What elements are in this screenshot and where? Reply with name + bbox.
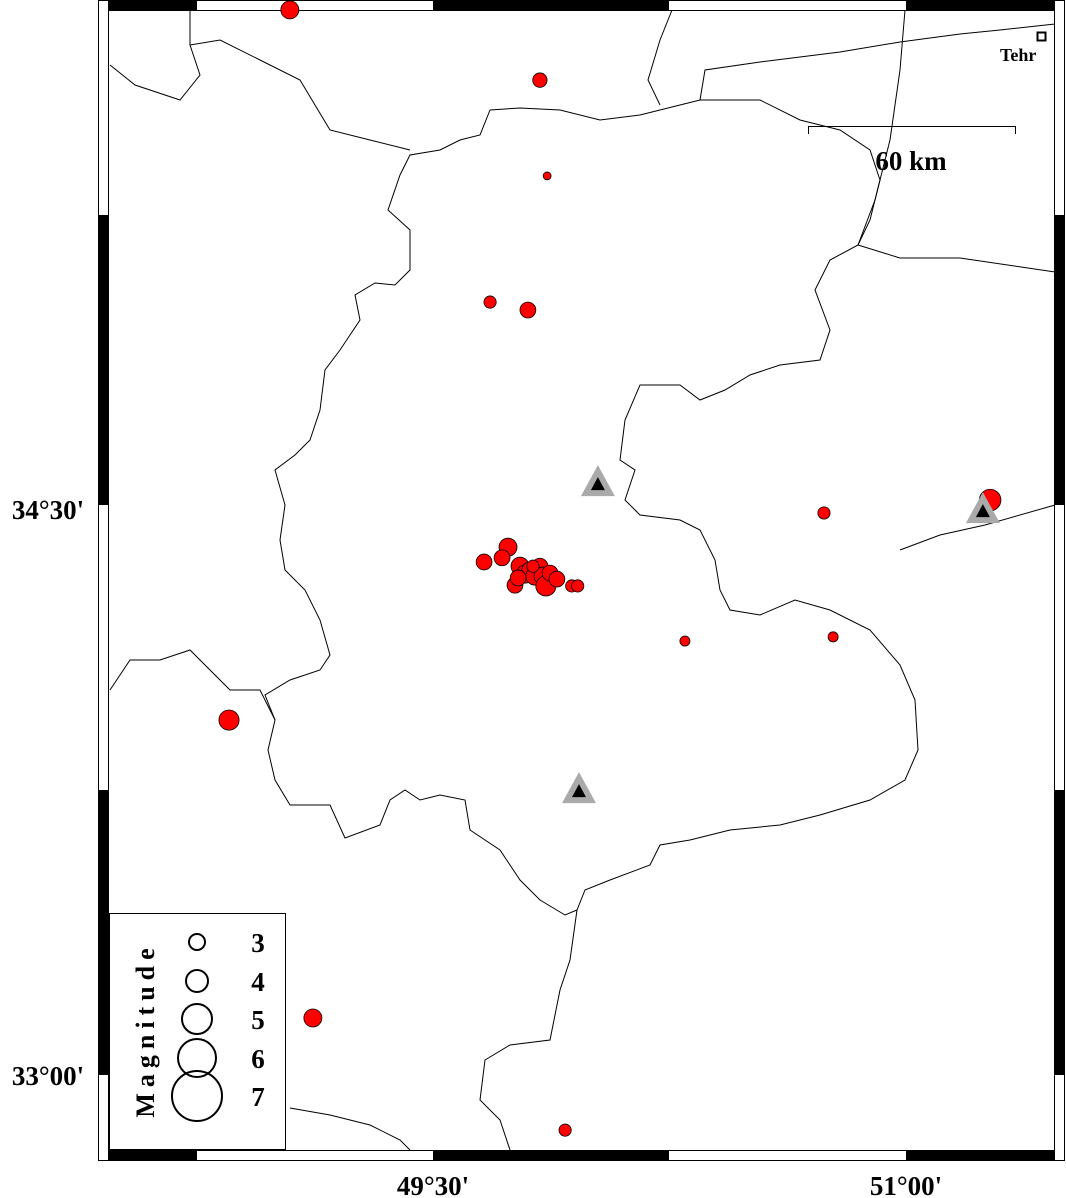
scale-bar (808, 126, 1016, 134)
earthquake-event (827, 631, 839, 643)
earthquake-event (679, 635, 691, 647)
legend-label: 5 (251, 1005, 265, 1035)
legend-circle (181, 1003, 213, 1035)
station-triangle-icon (965, 492, 1000, 524)
boundary-north-east (699, 23, 1056, 101)
earthquake-event (509, 569, 527, 587)
boundary-east (857, 244, 1056, 273)
boundary-south (479, 909, 578, 1151)
earthquake-event (280, 0, 300, 20)
x-tick-label: 51°00' (870, 1171, 942, 1198)
province-boundaries (109, 9, 1056, 1151)
city-label: Tehr (1000, 45, 1036, 65)
legend-label: 3 (251, 928, 265, 958)
boundary-south-west (289, 1107, 411, 1151)
legend-circle (171, 1070, 223, 1122)
station-triangle-icon (561, 772, 596, 804)
earthquake-event (532, 72, 548, 88)
y-tick-label: 34°30' (12, 495, 84, 525)
x-tick-label: 49°30' (397, 1171, 469, 1198)
boundary-east-upper (857, 9, 906, 246)
earthquake-event (519, 301, 537, 319)
boundary-north-west (109, 39, 411, 151)
boundary-west (109, 649, 276, 721)
earthquake-event (817, 506, 831, 520)
boundary-main-province (264, 99, 919, 916)
legend-circle (177, 1038, 217, 1078)
earthquake-event (571, 579, 585, 593)
earthquake-event (548, 570, 566, 588)
legend-label: 6 (251, 1044, 265, 1074)
legend-title: Magnitude (131, 942, 160, 1117)
boundary-east-lower (899, 504, 1056, 551)
earthquake-event (558, 1123, 572, 1137)
legend-circle (188, 933, 206, 951)
legend-circle (185, 969, 209, 993)
city-marker-icon (1036, 31, 1047, 42)
earthquake-event (493, 549, 511, 567)
y-tick-label: 33°00' (12, 1061, 84, 1091)
earthquake-event (303, 1008, 323, 1028)
earthquake-event (218, 709, 240, 731)
earthquake-event (483, 295, 497, 309)
magnitude-legend: Magnitude 3 4 5 6 7 (109, 913, 286, 1150)
seismic-stations (561, 465, 1000, 804)
earthquake-events (218, 0, 1002, 1137)
legend-label: 7 (251, 1082, 265, 1112)
earthquake-event (526, 559, 540, 573)
boundary-north-center (647, 9, 673, 106)
scale-bar-label: 60 km (875, 146, 947, 176)
earthquake-event (475, 553, 493, 571)
station-triangle-icon (580, 465, 615, 497)
earthquake-event (542, 171, 552, 181)
frame-ticks (98, 0, 1065, 1160)
legend-label: 4 (251, 967, 265, 997)
